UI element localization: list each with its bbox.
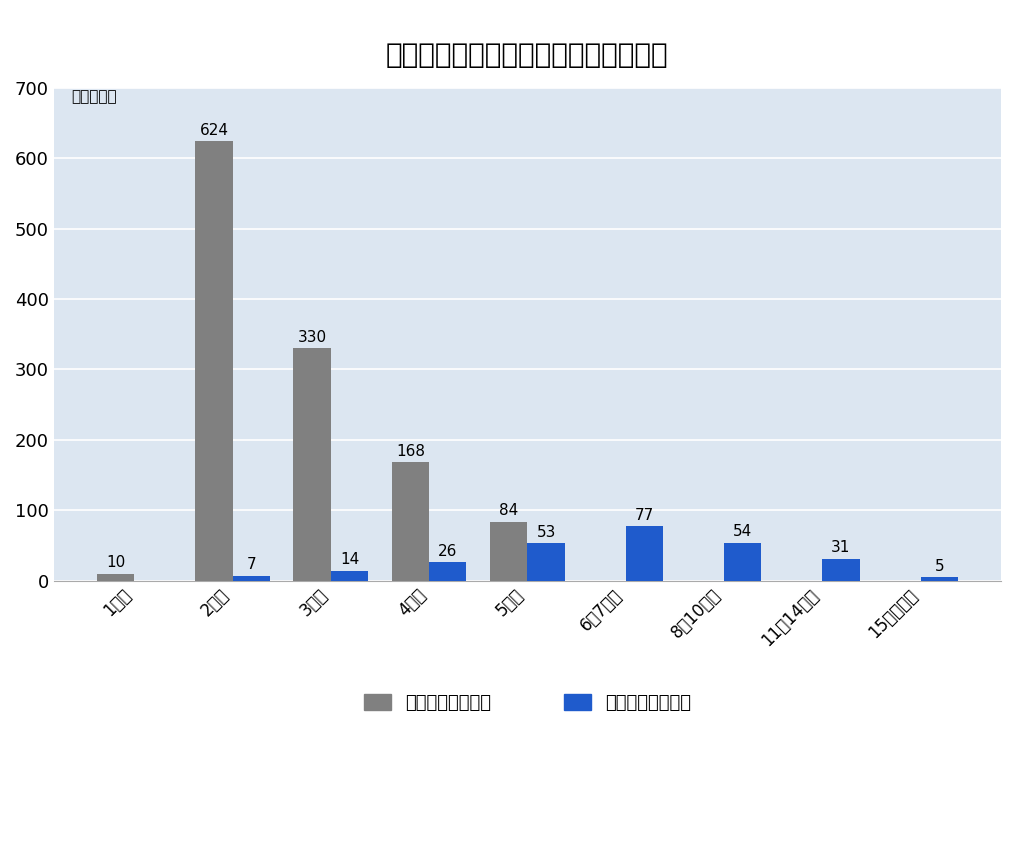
Bar (920, 577, 958, 581)
Bar (294, 348, 331, 581)
Text: 54: 54 (734, 524, 752, 539)
Bar (822, 559, 860, 581)
Bar (233, 575, 270, 581)
Text: 5: 5 (935, 559, 944, 574)
Text: 31: 31 (831, 540, 850, 556)
Text: 84: 84 (499, 503, 518, 518)
Bar (724, 543, 761, 581)
Bar (527, 543, 565, 581)
Bar (490, 522, 527, 581)
Bar (331, 571, 368, 581)
Text: 330: 330 (298, 330, 327, 345)
Text: 53: 53 (536, 524, 556, 540)
Text: 624: 624 (199, 123, 229, 138)
Text: 77: 77 (635, 508, 654, 523)
Text: 26: 26 (438, 543, 457, 559)
Legend: エレベーターなし, エレベーターあり: エレベーターなし, エレベーターあり (357, 687, 698, 720)
Title: 共同住宅へのエレベーターの設置状況: 共同住宅へのエレベーターの設置状況 (386, 41, 669, 69)
Text: 7: 7 (247, 557, 256, 572)
Text: （千むね）: （千むね） (71, 89, 117, 104)
Bar (97, 574, 134, 581)
Bar (392, 462, 429, 581)
Bar (195, 142, 233, 581)
Bar (429, 562, 466, 581)
Text: 10: 10 (106, 556, 125, 570)
Text: 14: 14 (340, 552, 359, 568)
Text: 168: 168 (396, 444, 425, 459)
Bar (626, 526, 663, 581)
